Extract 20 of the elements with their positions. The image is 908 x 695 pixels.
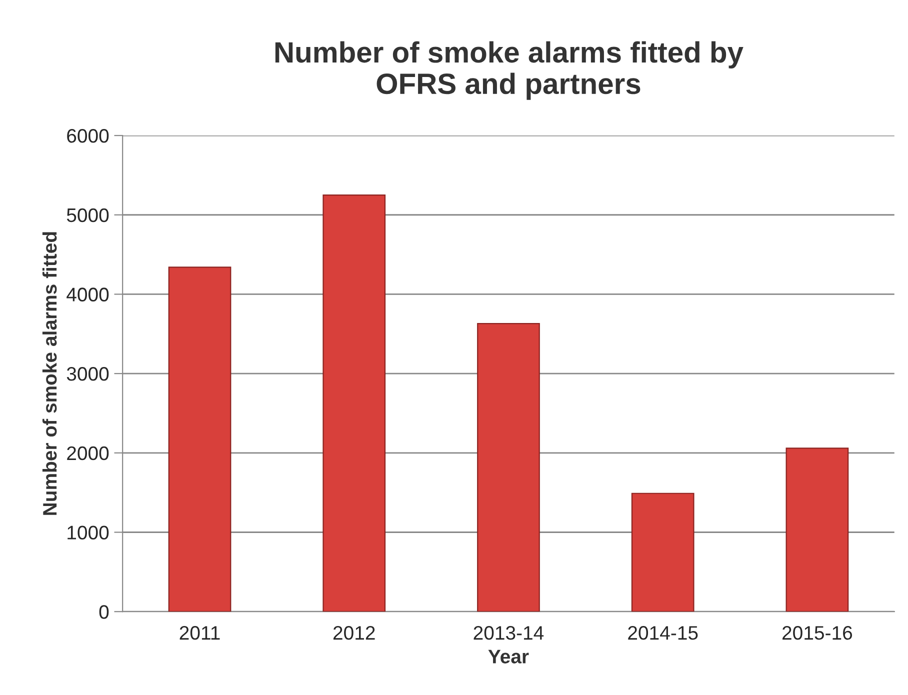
x-tick-label: 2011	[180, 626, 220, 640]
bar	[631, 492, 694, 612]
bar	[168, 266, 232, 612]
x-tick-label: 2015-16	[782, 626, 852, 640]
x-axis-title: Year	[488, 650, 529, 664]
y-tick-label: 6000	[67, 128, 109, 143]
y-tick-label: 5000	[66, 208, 109, 222]
y-axis-title: Number of smoke alarms fitted	[42, 232, 57, 515]
bar	[786, 448, 849, 612]
y-tick-label: 4000	[66, 288, 109, 302]
x-tick-label: 2013-14	[474, 626, 544, 640]
y-tick-label: 0	[99, 605, 109, 619]
bar	[322, 194, 386, 612]
y-tick-label: 3000	[66, 367, 109, 381]
chart-title: Number of smoke alarms fitted by OFRS and partners	[275, 41, 744, 100]
y-tick-label: 2000	[67, 446, 109, 460]
x-tick-label: 2014-15	[628, 626, 698, 640]
bar	[477, 323, 540, 612]
y-tick-label: 1000	[68, 526, 109, 540]
x-tick-label: 2012	[333, 626, 375, 640]
